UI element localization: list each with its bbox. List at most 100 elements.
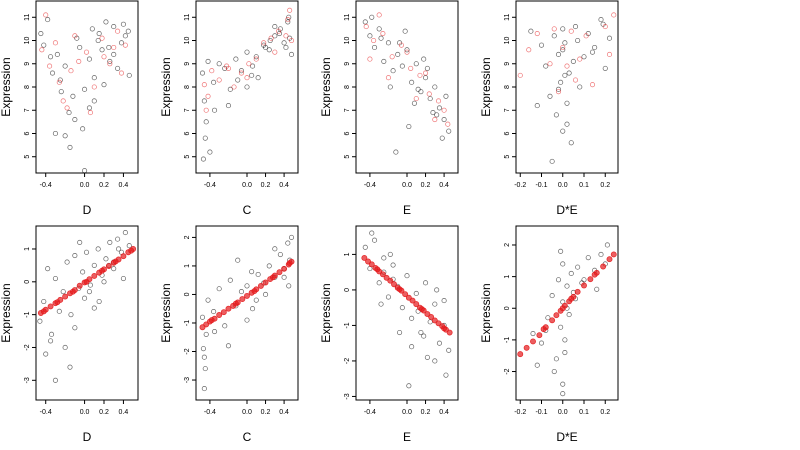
data-point	[566, 70, 572, 76]
x-tick-label: 0.0	[80, 182, 90, 189]
data-point	[413, 290, 419, 297]
data-point	[594, 286, 600, 292]
data-point	[120, 21, 126, 27]
data-point	[434, 112, 440, 118]
data-point	[115, 236, 121, 242]
data-point	[385, 75, 392, 81]
y-tick-label: 0	[504, 306, 511, 310]
data-point	[52, 40, 58, 46]
data-point	[103, 19, 109, 25]
data-point	[238, 289, 244, 295]
data-point	[566, 312, 572, 318]
data-point	[111, 24, 117, 30]
y-axis-label: Expression	[479, 57, 493, 116]
data-point	[283, 33, 289, 39]
series-2	[517, 12, 617, 95]
data-point	[589, 49, 596, 55]
data-point	[560, 391, 566, 397]
data-point	[432, 358, 438, 364]
data-point	[58, 89, 64, 95]
data-point	[126, 243, 132, 249]
data-point	[538, 340, 545, 346]
data-point	[391, 281, 397, 288]
y-tick-label: -1	[184, 320, 191, 326]
data-point	[551, 33, 557, 39]
data-point	[276, 30, 283, 37]
y-tick-label: -2	[24, 344, 31, 350]
data-point	[125, 28, 131, 34]
data-point	[227, 86, 233, 92]
series-1	[530, 242, 610, 397]
panel-2: -0.4 0.0 0.2 0.4 5 6 7 8 9 10 11 C Expression	[159, 0, 299, 217]
y-tick-label: 11	[184, 14, 191, 21]
data-point	[277, 251, 283, 258]
data-point	[530, 331, 536, 337]
x-axis-label: D*E	[556, 203, 577, 217]
data-point	[48, 331, 55, 337]
plot-frame	[355, 0, 459, 174]
data-point	[387, 84, 393, 90]
data-point	[390, 68, 396, 74]
data-point	[87, 282, 93, 288]
data-point	[82, 86, 88, 92]
data-point	[76, 282, 83, 289]
y-tick-label: 11	[344, 14, 351, 21]
y-tick-label: 2	[184, 235, 191, 239]
y-tick-label: 10	[24, 37, 31, 45]
data-point	[549, 293, 555, 299]
data-point	[91, 98, 97, 104]
data-point	[434, 287, 440, 293]
data-point	[396, 286, 403, 293]
y-tick-label: 1	[24, 247, 31, 251]
data-point	[76, 58, 82, 64]
data-point	[118, 70, 125, 76]
data-point	[560, 381, 566, 387]
x-axis-label: D*E	[556, 430, 577, 444]
data-point	[89, 26, 95, 32]
y-tick-label: 10	[504, 37, 511, 45]
data-point	[558, 79, 564, 85]
series-1	[362, 14, 452, 155]
y-tick-label: 0	[184, 292, 191, 296]
data-point	[62, 293, 69, 300]
y-axis-label: Expression	[319, 283, 333, 342]
data-point	[585, 255, 591, 261]
data-point	[288, 234, 295, 240]
x-axis-label: C	[243, 203, 252, 217]
data-point	[270, 274, 276, 281]
y-tick-label: 7	[24, 108, 31, 112]
data-point	[600, 263, 607, 270]
data-point	[368, 261, 375, 268]
data-point	[555, 277, 562, 283]
data-point	[287, 7, 293, 13]
data-point	[60, 289, 66, 295]
data-point	[238, 68, 244, 74]
data-point	[547, 93, 553, 99]
data-point	[82, 295, 88, 301]
x-tick-label: -0.4	[364, 182, 376, 189]
data-point	[122, 230, 128, 236]
data-point	[606, 35, 613, 41]
data-point	[587, 276, 594, 283]
data-point	[574, 288, 581, 295]
data-point	[560, 44, 566, 51]
series-1	[199, 234, 295, 392]
data-point	[72, 253, 78, 259]
data-point	[281, 40, 287, 46]
data-point	[560, 261, 566, 267]
data-point	[47, 63, 53, 69]
x-axis-label: D	[83, 430, 92, 444]
data-point	[389, 54, 395, 60]
data-point	[415, 86, 421, 92]
data-point	[387, 277, 394, 284]
data-point	[103, 256, 109, 262]
data-point	[99, 35, 105, 41]
data-point	[101, 82, 107, 88]
series-2	[361, 255, 453, 336]
y-tick-label: 5	[24, 155, 31, 159]
data-point	[427, 96, 433, 102]
data-point	[562, 72, 568, 78]
data-point	[244, 75, 250, 81]
data-point	[397, 329, 403, 336]
data-point	[404, 47, 410, 53]
